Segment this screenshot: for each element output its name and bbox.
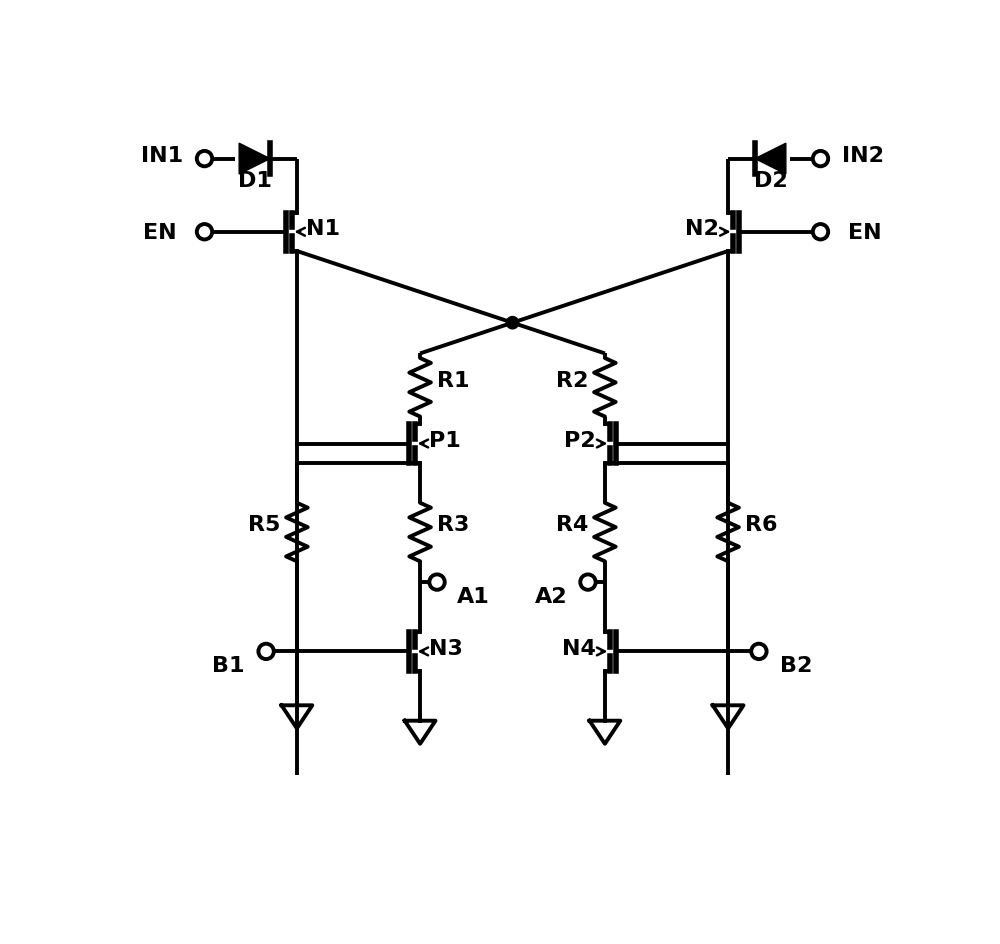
- Text: R5: R5: [248, 514, 280, 535]
- Text: R6: R6: [745, 514, 778, 535]
- Circle shape: [429, 575, 445, 590]
- Text: N4: N4: [562, 638, 596, 658]
- Text: EN: EN: [143, 223, 177, 243]
- Polygon shape: [755, 144, 786, 175]
- Text: D1: D1: [238, 171, 271, 191]
- Text: EN: EN: [848, 223, 882, 243]
- Circle shape: [197, 152, 212, 167]
- Text: N1: N1: [306, 219, 340, 239]
- Text: IN2: IN2: [842, 145, 884, 165]
- Text: IN1: IN1: [141, 145, 183, 165]
- Circle shape: [580, 575, 596, 590]
- Text: N3: N3: [429, 638, 463, 658]
- Text: B1: B1: [212, 655, 245, 676]
- Text: P2: P2: [564, 430, 596, 450]
- Circle shape: [258, 644, 274, 660]
- Circle shape: [751, 644, 767, 660]
- Text: R2: R2: [556, 370, 588, 390]
- Text: P1: P1: [429, 430, 461, 450]
- Text: B2: B2: [780, 655, 813, 676]
- Polygon shape: [239, 144, 270, 175]
- Text: D2: D2: [754, 171, 787, 191]
- Circle shape: [197, 225, 212, 240]
- Circle shape: [813, 225, 828, 240]
- Text: R1: R1: [437, 370, 470, 390]
- Circle shape: [506, 317, 519, 329]
- Text: R3: R3: [437, 514, 469, 535]
- Text: A2: A2: [535, 586, 568, 606]
- Circle shape: [813, 152, 828, 167]
- Text: N2: N2: [685, 219, 719, 239]
- Text: R4: R4: [556, 514, 588, 535]
- Text: A1: A1: [457, 586, 490, 606]
